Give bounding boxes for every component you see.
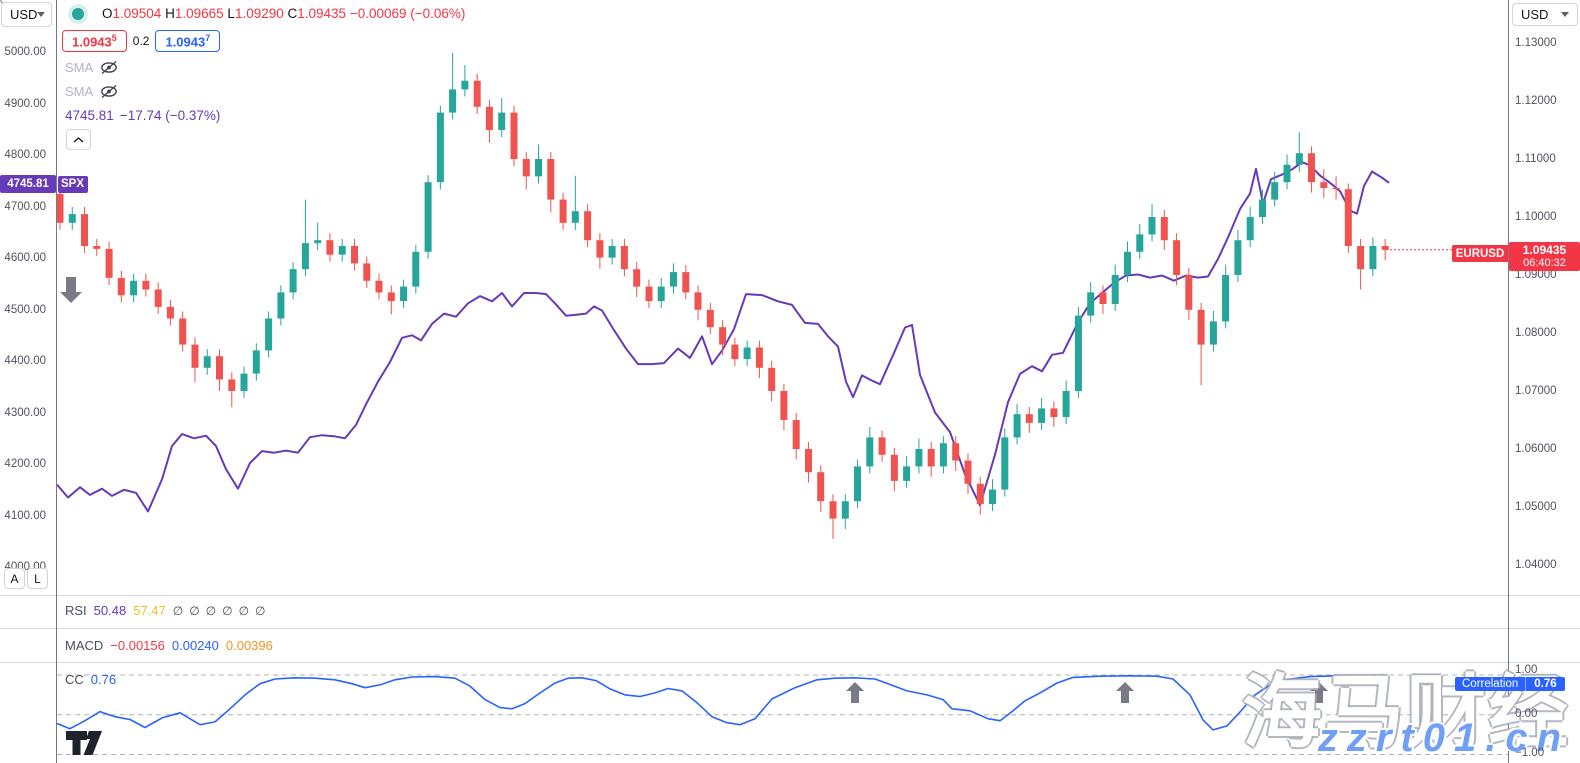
- auto-scale-button[interactable]: A: [4, 568, 25, 589]
- auto-scale-label: A: [10, 571, 19, 586]
- chevron-down-icon: [37, 12, 46, 17]
- sma2-legend-row: SMA: [65, 84, 119, 99]
- left-price-axis[interactable]: 5000.00 4900.00 4800.00 4700.00 4600.00 4500.…: [0, 0, 56, 595]
- spx-axis-tick-label: 4800.00: [4, 149, 46, 161]
- chevron-down-icon: [1561, 12, 1569, 17]
- spx-axis-tick-label: 4600.00: [4, 252, 46, 264]
- chevron-up-icon: [73, 136, 84, 143]
- right-axis-currency-label: USD: [1521, 7, 1549, 22]
- down-arrow-marker: [60, 277, 82, 303]
- eurusd-symbol-tag: EURUSD: [1452, 245, 1508, 262]
- spx-axis-tick-label: 5000.00: [4, 46, 46, 58]
- cc-value: 0.76: [90, 672, 117, 687]
- last-price-badge: 1.09435 06:40:32: [1509, 242, 1580, 271]
- eurusd-candles: [56, 52, 1389, 539]
- bar-countdown: 06:40:32: [1523, 257, 1566, 269]
- macd-value-1: −0.00156: [110, 638, 165, 653]
- macd-value-3: 0.00396: [225, 638, 273, 653]
- macd-label: MACD: [65, 638, 104, 653]
- eurusd-axis-tick-label: 1.13000: [1515, 37, 1557, 49]
- spx-axis-tick-label: 4400.00: [4, 355, 46, 367]
- spx-axis-tick-label: 4900.00: [4, 97, 46, 110]
- up-arrow-marker: [1116, 682, 1134, 703]
- spx-legend-values: 4745.81 −17.74 (−0.37%): [65, 108, 221, 123]
- sma1-label: SMA: [65, 60, 94, 75]
- cc-gridlines: [57, 674, 1508, 755]
- spx-axis-tick-label: 4100.00: [4, 509, 46, 522]
- eye-off-icon[interactable]: ∅: [238, 603, 251, 618]
- eurusd-axis-tick-label: 1.07000: [1515, 385, 1557, 397]
- up-arrow-marker: [1310, 682, 1328, 703]
- up-arrow-marker: [846, 682, 864, 703]
- right-price-axis[interactable]: 1.13000 1.12000 1.11000 1.10000 1.09000 1.080…: [1509, 0, 1580, 763]
- spx-axis-tick-label: 4300.00: [4, 406, 46, 419]
- sma1-legend-row: SMA: [65, 60, 119, 75]
- eye-off-icon[interactable]: ∅: [255, 603, 267, 618]
- correlation-line: [56, 674, 1386, 731]
- eye-off-icon[interactable]: ∅: [172, 603, 185, 618]
- tradingview-logo[interactable]: [66, 731, 108, 756]
- rsi-value-2: 57.47: [133, 603, 166, 618]
- eurusd-axis-tick-label: 1.10000: [1515, 211, 1557, 223]
- eye-off-icon[interactable]: ∅: [222, 603, 234, 618]
- rsi-hidden-plot-icons[interactable]: ∅ ∅ ∅ ∅ ∅ ∅: [173, 604, 267, 618]
- left-axis-currency-dropdown[interactable]: USD: [1, 2, 52, 27]
- symbol-legend-row: O1.09504 H1.09665 L1.09290 C1.09435 −0.0…: [72, 6, 465, 21]
- rsi-label: RSI: [65, 603, 87, 618]
- correlation-badge-value: 0.76: [1525, 677, 1564, 691]
- price-change: −0.00069 (−0.06%): [349, 6, 466, 21]
- spx-axis-tick-label: 4500.00: [4, 303, 46, 316]
- cc-legend-row: CC 0.76: [65, 672, 116, 687]
- ohlc-values: O1.09504 H1.09665 L1.09290 C1.09435 −0.0…: [102, 6, 466, 21]
- spx-line: [56, 161, 1390, 513]
- spx-price-badge: 4745.81: [0, 175, 56, 193]
- sell-button[interactable]: 1.09435: [62, 30, 127, 53]
- correlation-badge-label: Correlation: [1462, 678, 1519, 690]
- last-price-value: 1.09435: [1522, 243, 1567, 257]
- bid-ask-row: 1.09435 0.2 1.09437: [62, 30, 221, 53]
- eurusd-axis-tick-label: 1.06000: [1515, 443, 1557, 455]
- collapse-legend-button[interactable]: [66, 129, 91, 150]
- eurusd-axis-tick-label: 1.04000: [1515, 559, 1557, 571]
- cc-label: CC: [65, 672, 84, 687]
- cc-axis-tick-label: −1.00: [1515, 747, 1545, 759]
- spx-axis-tick-label: 4700.00: [4, 200, 46, 213]
- macd-legend-row: MACD −0.00156 0.00240 0.00396: [65, 638, 273, 653]
- right-axis-currency-dropdown[interactable]: USD: [1512, 3, 1578, 26]
- rsi-value-1: 50.48: [93, 603, 127, 618]
- eye-off-icon[interactable]: ∅: [205, 603, 218, 618]
- eye-off-icon[interactable]: [99, 84, 119, 99]
- left-axis-currency-label: USD: [10, 7, 38, 22]
- eye-off-icon[interactable]: [99, 60, 119, 75]
- cc-axis-tick-label: 1.00: [1515, 664, 1538, 676]
- log-scale-label: L: [34, 571, 41, 586]
- eurusd-axis-tick-label: 1.05000: [1515, 501, 1557, 513]
- macd-value-2: 0.00240: [171, 638, 219, 653]
- eurusd-axis-tick-label: 1.09000: [1515, 269, 1557, 281]
- sma2-label: SMA: [65, 84, 94, 99]
- spread-value: 0.2: [132, 34, 150, 49]
- market-status-dot: [72, 7, 84, 20]
- log-scale-button[interactable]: L: [27, 568, 48, 589]
- buy-button[interactable]: 1.09437: [155, 30, 221, 53]
- eurusd-axis-tick-label: 1.11000: [1515, 153, 1556, 165]
- spx-symbol-tag: SPX: [57, 175, 88, 193]
- eurusd-axis-tick-label: 1.08000: [1515, 327, 1557, 339]
- spx-axis-tick-label: 4200.00: [4, 458, 46, 470]
- arrow-annotations[interactable]: [60, 277, 1328, 703]
- cc-axis-tick-label: 0.00: [1515, 708, 1538, 720]
- eye-off-icon[interactable]: ∅: [189, 603, 201, 618]
- eurusd-axis-tick-label: 1.12000: [1515, 95, 1557, 107]
- correlation-badge: Correlation 0.76: [1455, 677, 1565, 691]
- rsi-legend-row: RSI 50.48 57.47 ∅ ∅ ∅ ∅ ∅ ∅: [65, 603, 266, 618]
